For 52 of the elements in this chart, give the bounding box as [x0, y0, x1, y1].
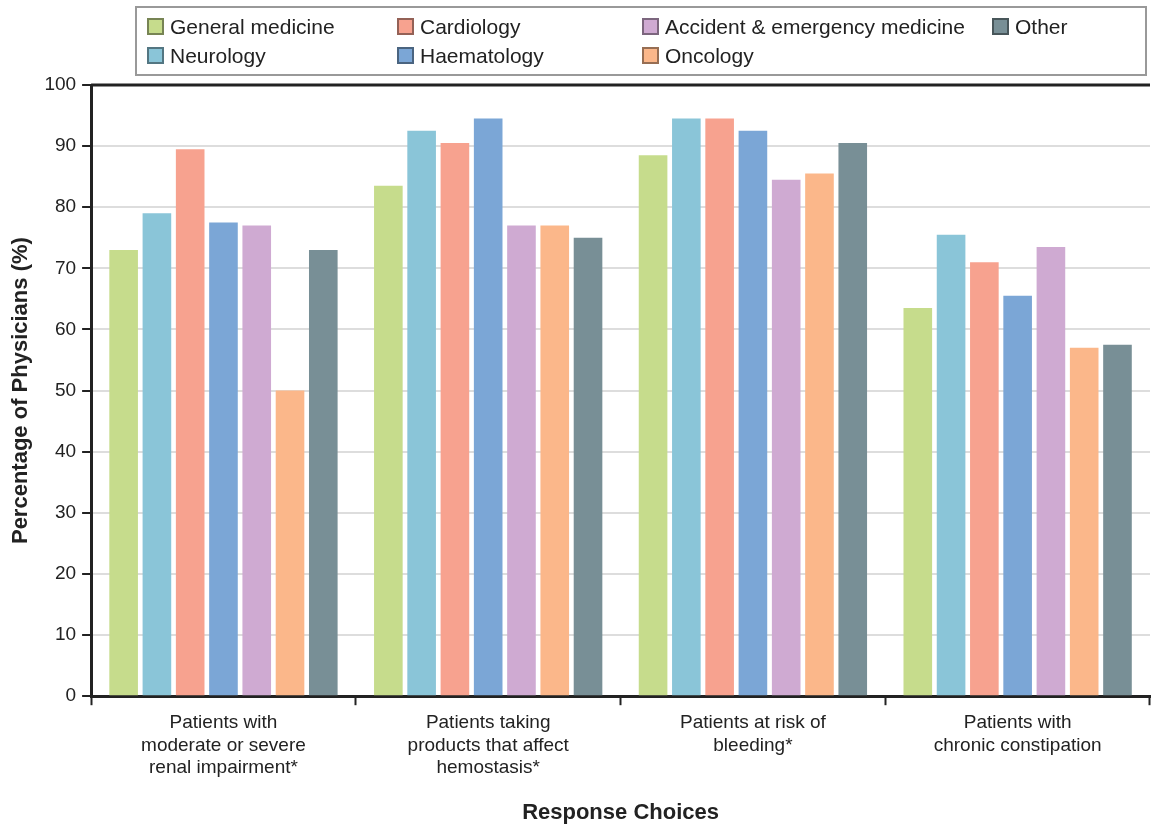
legend-label: Neurology [170, 43, 266, 69]
bar [970, 262, 999, 696]
bar [440, 143, 470, 696]
bar [407, 130, 436, 696]
legend-label: Cardiology [420, 14, 521, 40]
bar [1003, 295, 1032, 696]
bar [142, 213, 172, 696]
bar [308, 250, 338, 696]
y-tick-label: 80 [54, 195, 77, 217]
bar [903, 308, 933, 696]
bar [507, 225, 536, 696]
x-tick-label: Patients taking products that affect hemostasis* [407, 710, 570, 778]
bar [573, 237, 603, 696]
y-tick-label: 0 [65, 684, 77, 706]
bar [1103, 344, 1132, 696]
y-tick-label: 60 [54, 317, 77, 339]
y-tick-label: 40 [54, 439, 77, 461]
bar [638, 155, 668, 696]
bar [738, 130, 768, 696]
bar [705, 118, 734, 696]
y-tick-label: 30 [54, 501, 77, 523]
y-tick-label: 70 [54, 256, 77, 278]
bar [838, 143, 868, 696]
bar [771, 179, 801, 696]
y-tick-label: 100 [44, 73, 77, 95]
x-tick-label: Patients at risk of bleeding* [680, 710, 827, 755]
y-tick-label: 90 [54, 134, 77, 156]
y-tick-label: 20 [54, 562, 77, 584]
bar [936, 234, 966, 696]
bar [275, 390, 305, 696]
x-axis-title: Response Choices [522, 798, 719, 824]
legend-label: Oncology [665, 43, 754, 69]
bar [1069, 347, 1099, 696]
legend-label: Accident & emergency medicine [665, 14, 965, 40]
bar [374, 185, 403, 696]
bar [109, 250, 138, 696]
x-tick-label: Patients with chronic constipation [933, 710, 1102, 755]
bar [473, 118, 503, 696]
bar [175, 149, 205, 696]
bar [1036, 246, 1066, 696]
y-tick-label: 50 [54, 378, 77, 400]
bar [209, 222, 238, 696]
x-tick-label: Patients with moderate or severe renal impairment* [141, 710, 306, 778]
bar [805, 173, 834, 696]
bar [540, 225, 570, 696]
bar [672, 118, 701, 696]
legend-label: Haematology [420, 43, 544, 69]
y-axis-title: Percentage of Physicians (%) [7, 237, 33, 545]
legend-label: General medicine [170, 14, 335, 40]
bar [242, 225, 272, 696]
y-tick-label: 10 [54, 623, 77, 645]
legend-label: Other [1015, 14, 1068, 40]
